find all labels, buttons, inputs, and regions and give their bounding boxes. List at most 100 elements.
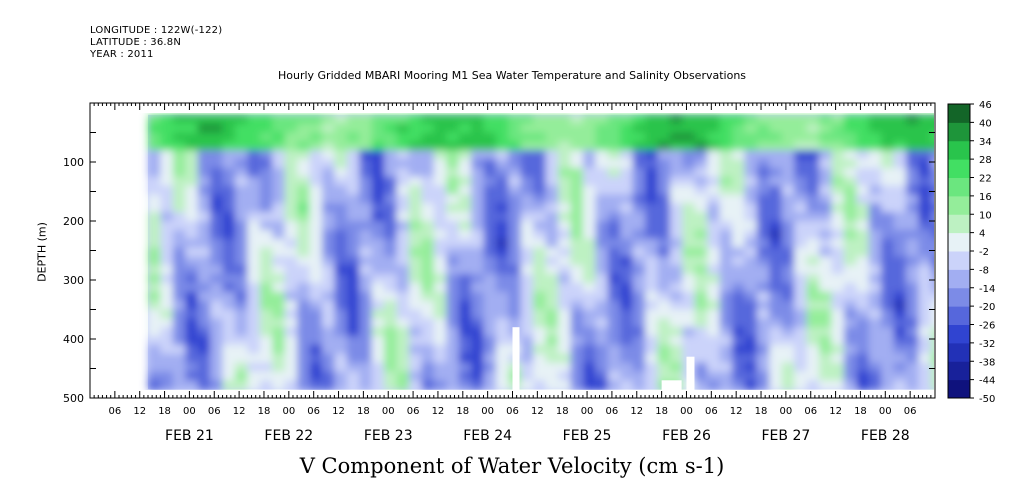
- heatmap-cell: [309, 247, 323, 258]
- heatmap-cell: [421, 229, 435, 240]
- heatmap-cell: [359, 300, 373, 311]
- heatmap-cell: [819, 327, 833, 338]
- heatmap-cell: [247, 336, 261, 346]
- heatmap-cell: [881, 353, 895, 364]
- heatmap-cell: [495, 212, 510, 222]
- heatmap-cell: [272, 212, 286, 222]
- heatmap-cell: [881, 123, 895, 134]
- heatmap-cell: [819, 141, 833, 152]
- heatmap-cell: [831, 282, 845, 293]
- heatmap-cell: [707, 159, 721, 169]
- heatmap-cell: [334, 229, 348, 240]
- heatmap-cell: [719, 327, 734, 338]
- heatmap-cell: [694, 353, 709, 364]
- heatmap-cell: [930, 265, 934, 276]
- heatmap-cell: [657, 256, 671, 267]
- heatmap-cell: [918, 176, 932, 187]
- heatmap-cell: [334, 185, 348, 196]
- heatmap-cell: [868, 318, 883, 329]
- heatmap-cell: [744, 256, 758, 267]
- heatmap-cell: [172, 380, 187, 390]
- heatmap-cell: [185, 123, 199, 134]
- heatmap-cell: [272, 141, 286, 152]
- heatmap-cell: [284, 344, 299, 355]
- heatmap-cell: [769, 203, 783, 214]
- heatmap-cell: [147, 176, 162, 187]
- heatmap-cell: [210, 194, 224, 205]
- heatmap-cell: [147, 336, 162, 346]
- heatmap-cell: [297, 362, 311, 373]
- heatmap-cell: [843, 159, 858, 169]
- heatmap-cell: [719, 274, 734, 284]
- heatmap-cell: [607, 212, 622, 222]
- heatmap-cell: [321, 114, 336, 125]
- heatmap-cell: [321, 212, 336, 222]
- heatmap-cell: [321, 132, 336, 143]
- heatmap-cell: [719, 362, 734, 373]
- heatmap-cell: [694, 203, 709, 214]
- heatmap-cell: [781, 167, 796, 178]
- heatmap-cell: [682, 123, 696, 134]
- heatmap-cell: [682, 203, 696, 214]
- heatmap-cell: [408, 221, 423, 231]
- heatmap-cell: [930, 212, 934, 222]
- x-tick-label: 06: [804, 406, 817, 417]
- heatmap-cell: [806, 123, 821, 134]
- heatmap-cell: [297, 371, 311, 382]
- heatmap-cell: [321, 371, 336, 382]
- data-gap: [661, 380, 682, 393]
- heatmap-cell: [234, 150, 249, 161]
- heatmap-cell: [334, 167, 348, 178]
- heatmap-cell: [930, 159, 934, 169]
- heatmap-cell: [881, 247, 895, 258]
- heatmap-cell: [669, 336, 684, 346]
- heatmap-cell: [508, 185, 522, 196]
- heatmap-cell: [309, 229, 323, 240]
- heatmap-cell: [582, 336, 597, 346]
- chart-title: Hourly Gridded MBARI Mooring M1 Sea Wate…: [277, 69, 747, 82]
- heatmap-cell: [906, 362, 920, 373]
- heatmap-cell: [794, 371, 808, 382]
- heatmap-cell: [831, 274, 845, 284]
- heatmap-cell: [446, 371, 460, 382]
- heatmap-cell: [856, 247, 870, 258]
- heatmap-cell: [682, 291, 696, 302]
- heatmap-cell: [384, 238, 398, 249]
- heatmap-cell: [930, 123, 934, 134]
- heatmap-cell: [744, 344, 758, 355]
- heatmap-cell: [210, 238, 224, 249]
- heatmap-cell: [881, 309, 895, 320]
- heatmap-cell: [321, 300, 336, 311]
- heatmap-cell: [545, 212, 560, 222]
- heatmap-cell: [259, 114, 274, 125]
- heatmap-cell: [483, 167, 497, 178]
- heatmap-cell: [185, 203, 199, 214]
- heatmap-cell: [707, 185, 721, 196]
- heatmap-cell: [893, 141, 908, 152]
- heatmap-cell: [309, 203, 323, 214]
- heatmap-cell: [247, 150, 261, 161]
- heatmap-cell: [446, 282, 460, 293]
- heatmap-cell: [769, 123, 783, 134]
- heatmap-cell: [843, 221, 858, 231]
- heatmap-cell: [272, 344, 286, 355]
- heatmap-cell: [707, 282, 721, 293]
- heatmap-cell: [930, 150, 934, 161]
- heatmap-cell: [893, 309, 908, 320]
- heatmap-cell: [794, 380, 808, 390]
- heatmap-cell: [669, 203, 684, 214]
- heatmap-cell: [284, 203, 299, 214]
- heatmap-cell: [595, 300, 609, 311]
- heatmap-cell: [868, 212, 883, 222]
- heatmap-cell: [210, 380, 224, 390]
- heatmap-cell: [632, 353, 647, 364]
- heatmap-cell: [408, 256, 423, 267]
- heatmap-cell: [558, 344, 572, 355]
- heatmap-cell: [185, 221, 199, 231]
- heatmap-cell: [197, 123, 212, 134]
- heatmap-cell: [781, 150, 796, 161]
- heatmap-cell: [359, 167, 373, 178]
- heatmap-cell: [272, 256, 286, 267]
- heatmap-cell: [234, 380, 249, 390]
- heatmap-cell: [893, 256, 908, 267]
